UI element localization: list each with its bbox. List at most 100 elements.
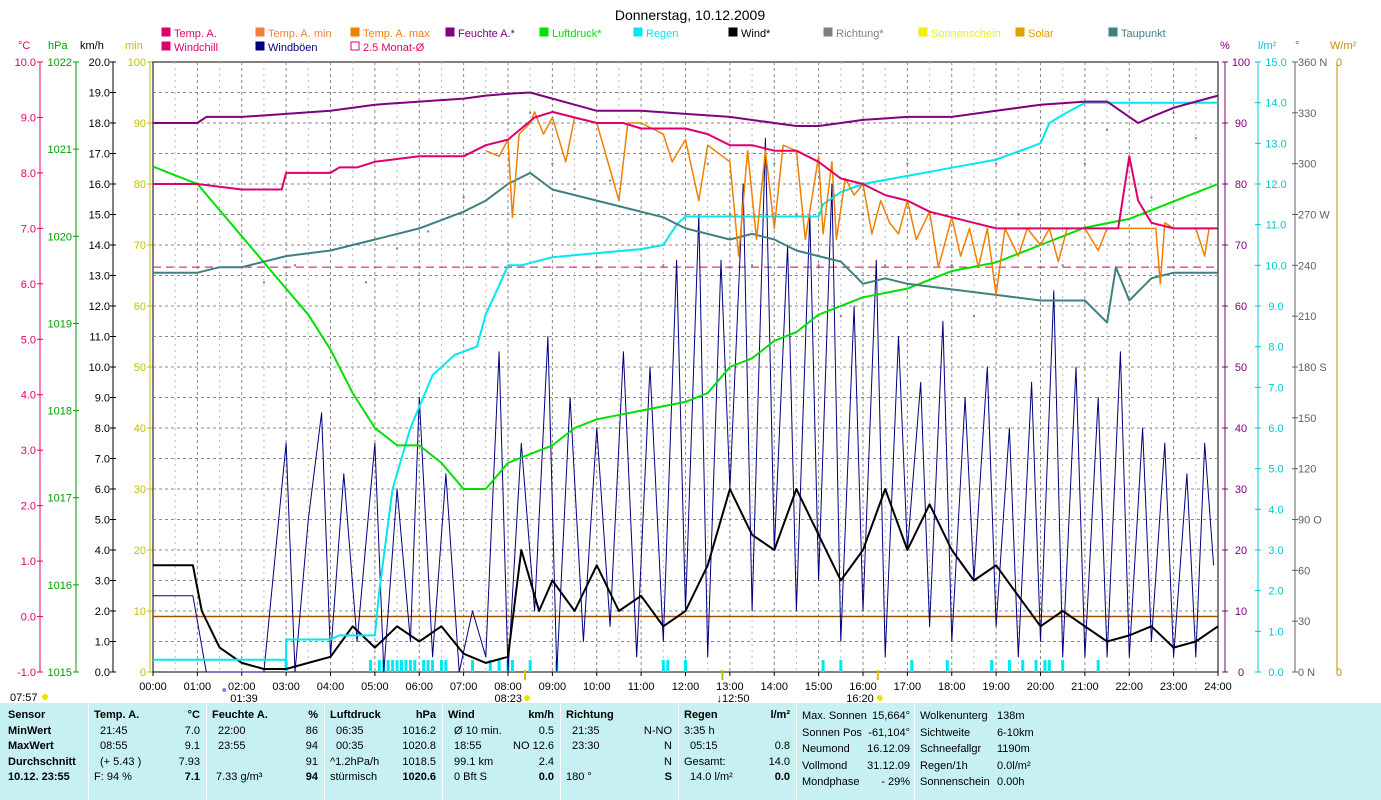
x-tick-24: 24:00 <box>1204 681 1232 693</box>
temp-tick-5: 5.0 <box>21 334 36 346</box>
weather-value-0: 138m <box>997 710 1025 722</box>
rain-current-value: 0.0 <box>774 771 790 783</box>
hum-tick-7: 30 <box>1235 484 1247 496</box>
grid <box>152 61 1219 673</box>
rain-bar-10 <box>413 660 417 672</box>
rain-tick-4: 11.0 <box>1266 220 1287 232</box>
press-min-value: 1016.2 <box>402 724 436 737</box>
dir-point-27 <box>1172 111 1175 114</box>
rain-bar-37 <box>1096 660 1100 672</box>
weather-label-1: Sichtweite <box>920 726 971 739</box>
temp-avg-note: (+ 5.43 ) <box>100 755 142 768</box>
rain-max-time: 05:15 <box>690 740 718 752</box>
weather-label-4: Sonnenschein <box>920 776 990 788</box>
dir-point-30 <box>365 281 367 284</box>
x-tick-17: 17:00 <box>894 681 922 693</box>
astro-label-4: Mondphase <box>802 776 860 788</box>
series-group <box>152 91 1219 673</box>
wind-tick-4: 16.0 <box>89 179 110 191</box>
rain-bar-16 <box>471 660 474 672</box>
temp-tick-6: 4.0 <box>21 390 36 402</box>
temp-tick-4: 6.0 <box>21 279 36 291</box>
series-luftdruck <box>152 165 1219 490</box>
wind-tick-8: 12.0 <box>89 301 110 313</box>
dir-tick-10: 60 <box>1298 565 1310 577</box>
rain-bar-11 <box>422 660 426 672</box>
rain-bar-28 <box>910 660 914 672</box>
wind-tick-6: 14.0 <box>89 240 110 252</box>
wind-tick-12: 8.0 <box>95 423 110 435</box>
press-tick-5: 1017 <box>48 493 72 505</box>
x-tick-13: 13:00 <box>716 681 744 693</box>
wind-tick-17: 3.0 <box>95 576 110 588</box>
weather-label-2: Schneefallgr <box>920 743 982 755</box>
hum-tick-4: 60 <box>1235 301 1247 313</box>
legend-label-13: 2.5 Monat-Ø <box>363 42 425 54</box>
x-tick-5: 05:00 <box>361 681 389 693</box>
press-tick-6: 1016 <box>48 580 72 592</box>
rain-bar-21 <box>528 660 532 672</box>
series-temp-a-max <box>485 111 1210 296</box>
wind-max-value: NO 12.6 <box>513 740 554 752</box>
axis-unit-0: °C <box>18 40 30 52</box>
moonrise-icon <box>222 688 227 692</box>
temp-tick-1: 9.0 <box>21 112 36 124</box>
solarmin-tick-4: 60 <box>134 301 146 313</box>
dir-point-18 <box>972 315 975 318</box>
dir-min-time: 21:35 <box>572 724 600 737</box>
rain-bar-18 <box>497 660 501 672</box>
rain-bar-12 <box>426 660 430 672</box>
astro-label-2: Neumond <box>802 743 850 755</box>
hum-max-value: 94 <box>305 740 318 752</box>
wind-tick-11: 9.0 <box>95 393 110 405</box>
temp-tick-11: -1.0 <box>17 667 36 679</box>
rain-bar-5 <box>391 660 395 672</box>
wind-column: Wind km/h Ø 10 min. 0.5 18:55 NO 12.6 99.1 … <box>448 708 554 786</box>
rain-tick-8: 7.0 <box>1268 382 1283 394</box>
press-max-value: 1020.8 <box>402 740 436 752</box>
hum-min-value: 86 <box>305 724 318 737</box>
legend-swatch-11 <box>161 41 171 51</box>
x-tick-21: 21:00 <box>1071 681 1099 693</box>
wind-tick-5: 15.0 <box>89 210 110 222</box>
sensor-header: Sensor <box>8 709 46 721</box>
dir-point-25 <box>1128 162 1131 165</box>
astro-label-3: Vollmond <box>802 759 848 772</box>
wind-current-value: 0.0 <box>538 771 554 783</box>
durchschnitt-label: Durchschnitt <box>8 755 76 768</box>
rain-tick-1: 14.0 <box>1265 98 1286 110</box>
weather-value-2: 1190m <box>997 743 1030 755</box>
legend-swatch-3 <box>445 27 455 37</box>
temp-tick-8: 2.0 <box>21 501 36 513</box>
solarmin-tick-8: 20 <box>134 545 146 557</box>
hum-tick-5: 50 <box>1235 362 1247 374</box>
temp-max-time: 08:55 <box>100 740 128 752</box>
rain-bar-32 <box>1021 660 1025 672</box>
x-tick-16: 16:00 <box>849 681 877 693</box>
dir-point-24 <box>1106 128 1109 131</box>
maxwert-label: MaxWert <box>8 740 54 752</box>
wind-header: Wind <box>448 709 475 721</box>
x-tick-15: 15:00 <box>805 681 833 693</box>
dir-point-9 <box>773 162 776 165</box>
rain-unit: l/m² <box>770 709 790 721</box>
legend-swatch-2 <box>350 27 360 37</box>
rain-total-value: 14.0 <box>768 755 790 768</box>
astro-label-0: Max. Sonnen <box>802 710 867 722</box>
dir-point-10 <box>795 213 798 216</box>
x-tick-1: 01:00 <box>184 681 212 693</box>
temp-min-time: 21:45 <box>100 724 128 737</box>
x-tick-0: 00:00 <box>139 681 167 693</box>
legend-label-1: Temp. A. min <box>268 28 332 40</box>
legend-swatch-9 <box>1015 27 1025 37</box>
rain-tick-15: 0.0 <box>1268 667 1283 679</box>
axis-unit-6: ° <box>1295 40 1299 52</box>
x-tick-20: 20:00 <box>1027 681 1055 693</box>
solarmin-tick-6: 40 <box>134 423 146 435</box>
wind-run: 99.1 km <box>454 755 494 768</box>
dir-point-12 <box>839 315 842 318</box>
dir-point-19 <box>995 162 998 165</box>
dir-point-15 <box>906 162 909 165</box>
moon-transit-label: ↓12:50 <box>716 693 749 703</box>
dir-point-7 <box>728 213 731 216</box>
